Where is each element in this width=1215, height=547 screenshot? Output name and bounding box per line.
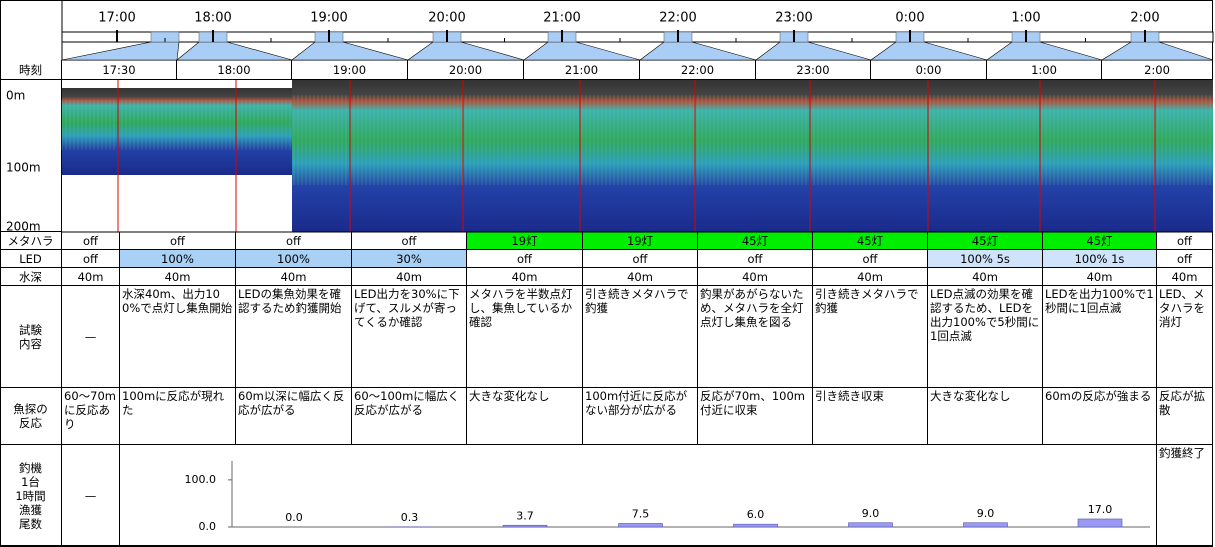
bar <box>503 525 547 527</box>
hour-label: 1:00 <box>1011 11 1040 26</box>
hour-label: 18:00 <box>194 11 231 26</box>
zoom-connector <box>987 42 1102 60</box>
bar <box>734 524 778 527</box>
y-tick-label: 100.0 <box>185 473 217 486</box>
depth-label: 100m <box>6 161 41 175</box>
hour-label: 19:00 <box>310 11 347 26</box>
value-label: 9.0 <box>977 507 995 520</box>
zoom-connector <box>756 42 871 60</box>
timeline-bar <box>62 32 1213 42</box>
bar <box>1078 519 1122 527</box>
bar <box>964 523 1008 527</box>
bar <box>619 523 663 527</box>
zoom-connector <box>524 42 640 60</box>
hour-label: 17:00 <box>98 11 135 26</box>
echogram <box>62 88 177 175</box>
value-label: 0.0 <box>285 511 303 524</box>
hour-label: 21:00 <box>543 11 580 26</box>
hour-label: 2:00 <box>1130 11 1159 26</box>
zoom-connector <box>177 42 292 60</box>
zoom-connector <box>62 42 179 60</box>
value-label: 9.0 <box>862 507 880 520</box>
value-label: 6.0 <box>747 508 765 521</box>
zoom-connector <box>1102 42 1213 60</box>
depth-label: 200m <box>6 220 41 234</box>
figure: 時刻17:3018:0019:0020:0021:0022:0023:000:0… <box>0 0 1215 547</box>
hour-label: 22:00 <box>659 11 696 26</box>
value-label: 7.5 <box>632 507 650 520</box>
hour-label: 20:00 <box>428 11 465 26</box>
zoom-connector <box>292 42 408 60</box>
y-tick-label: 0.0 <box>199 520 217 533</box>
zoom-connector <box>640 42 756 60</box>
hour-label: 0:00 <box>895 11 924 26</box>
value-label: 17.0 <box>1088 503 1113 516</box>
zoom-connector <box>871 42 987 60</box>
bar <box>849 523 893 527</box>
value-label: 0.3 <box>401 511 419 524</box>
zoom-connector <box>408 42 524 60</box>
value-label: 3.7 <box>516 509 534 522</box>
hour-label: 23:00 <box>775 11 812 26</box>
depth-label: 0m <box>6 89 25 103</box>
graphics: 17:00 18:00 19:00 20:00 21:00 22:00 23:00 0:00 1… <box>0 0 1215 547</box>
